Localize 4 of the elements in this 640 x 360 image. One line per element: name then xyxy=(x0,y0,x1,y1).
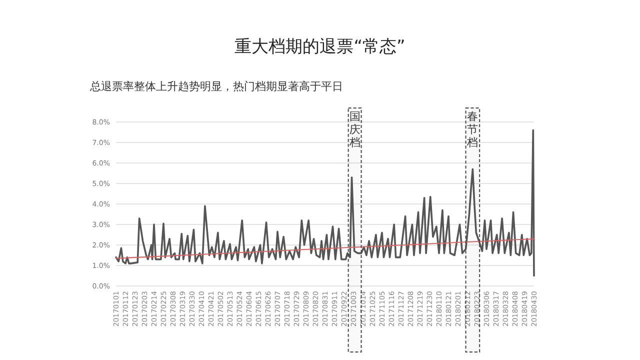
chart-title: 重大档期的退票“常态” xyxy=(234,37,406,57)
band-label: 国庆档 xyxy=(348,110,360,149)
chart-subtitle: 总退票率整体上升趋势明显，热门档期显著高于平日 xyxy=(89,80,343,93)
band-label: 春节档 xyxy=(466,110,478,149)
